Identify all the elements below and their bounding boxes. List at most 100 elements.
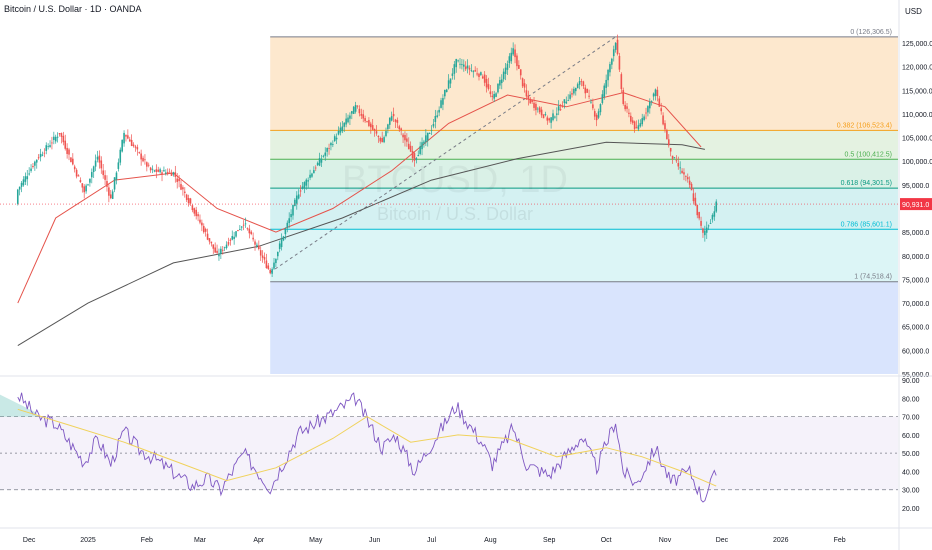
candle-body (453, 64, 456, 74)
price-axis-tick: 100,000.0 (902, 159, 932, 166)
time-axis-tick: Jul (427, 537, 436, 544)
candle-body (244, 223, 247, 225)
candle-body (362, 114, 365, 119)
candle-body (214, 247, 216, 253)
candle-body (364, 118, 366, 122)
price-axis-tick: 85,000.0 (902, 230, 929, 237)
candle-body (309, 174, 311, 178)
fib-zone (270, 188, 898, 230)
candle-body (18, 186, 21, 190)
currency-label: USD (905, 7, 922, 16)
candle-body (263, 257, 266, 260)
candle-body (468, 67, 471, 70)
fib-zone (270, 229, 898, 282)
candle-body (146, 162, 148, 167)
candle-body (508, 56, 511, 64)
candle-body (580, 81, 583, 83)
candle-body (641, 118, 644, 125)
candle-body (75, 169, 78, 177)
fib-label: 0.786 (85,601.1) (841, 221, 892, 228)
candle-body (62, 135, 65, 143)
candle-body (620, 74, 623, 90)
candle-body (588, 95, 590, 97)
candle-body (609, 64, 611, 73)
time-axis-tick: Dec (23, 537, 36, 544)
candle-body (318, 158, 321, 166)
candle-body (180, 184, 182, 190)
candle-body (470, 70, 473, 71)
candle-body (616, 39, 619, 55)
candle-body (286, 222, 289, 228)
rsi-axis-tick: 40.00 (902, 469, 920, 476)
candle-body (89, 178, 91, 183)
candle-body (690, 183, 693, 191)
candle-body (601, 94, 604, 104)
candle-body (104, 175, 106, 180)
candle-body (713, 211, 716, 217)
candle-body (254, 241, 256, 245)
candle-body (358, 108, 361, 114)
candle-body (656, 89, 659, 97)
candle-body (121, 139, 123, 152)
candle-body (489, 91, 492, 95)
candle-body (461, 64, 463, 66)
candle-body (436, 115, 439, 117)
candle-body (700, 220, 702, 226)
candle-body (544, 114, 547, 116)
candle-body (109, 194, 112, 199)
candle-body (34, 161, 36, 166)
candle-body (282, 236, 285, 241)
candle-body (709, 223, 712, 224)
candle-body (119, 149, 122, 163)
candle-body (240, 226, 243, 228)
candle-body (666, 130, 668, 140)
candle-body (643, 116, 645, 120)
candle-body (221, 249, 224, 251)
candle-body (102, 170, 104, 176)
candle-body (394, 119, 397, 122)
candle-body (345, 118, 347, 125)
candle-body (117, 162, 120, 169)
rsi-axis-tick: 50.00 (902, 451, 920, 458)
candle-body (571, 93, 573, 95)
candle-body (128, 139, 131, 142)
candle-body (368, 120, 370, 126)
candle-body (136, 147, 139, 150)
candle-body (328, 148, 330, 149)
candle-body (411, 151, 414, 159)
candle-body (237, 230, 239, 232)
candle-body (259, 250, 262, 256)
candle-body (527, 95, 530, 100)
candle-body (535, 103, 537, 111)
candle-body (26, 176, 29, 180)
candle-body (144, 159, 146, 161)
candle-body (707, 225, 710, 227)
candle-body (464, 66, 467, 70)
rsi-axis-tick: 60.00 (902, 433, 920, 440)
candle-body (258, 245, 260, 250)
candle-body (561, 105, 564, 108)
candle-body (197, 214, 199, 217)
candle-body (603, 85, 606, 97)
candle-body (204, 228, 207, 232)
candle-body (584, 87, 587, 94)
candle-body (645, 112, 647, 114)
candle-body (187, 197, 190, 204)
candle-body (639, 123, 642, 127)
fib-extension-zone (270, 281, 898, 374)
fib-label: 1 (74,518.4) (854, 274, 892, 281)
candle-body (421, 142, 423, 150)
candle-body (165, 172, 167, 174)
candle-body (673, 157, 676, 159)
candle-body (30, 168, 32, 171)
candle-body (432, 123, 435, 127)
candle-body (529, 98, 532, 104)
candle-body (216, 250, 218, 253)
candle-body (379, 137, 382, 142)
candle-body (347, 117, 349, 123)
candle-body (233, 236, 235, 239)
candle-body (297, 194, 300, 199)
candle-body (387, 124, 389, 130)
candle-body (675, 160, 678, 162)
